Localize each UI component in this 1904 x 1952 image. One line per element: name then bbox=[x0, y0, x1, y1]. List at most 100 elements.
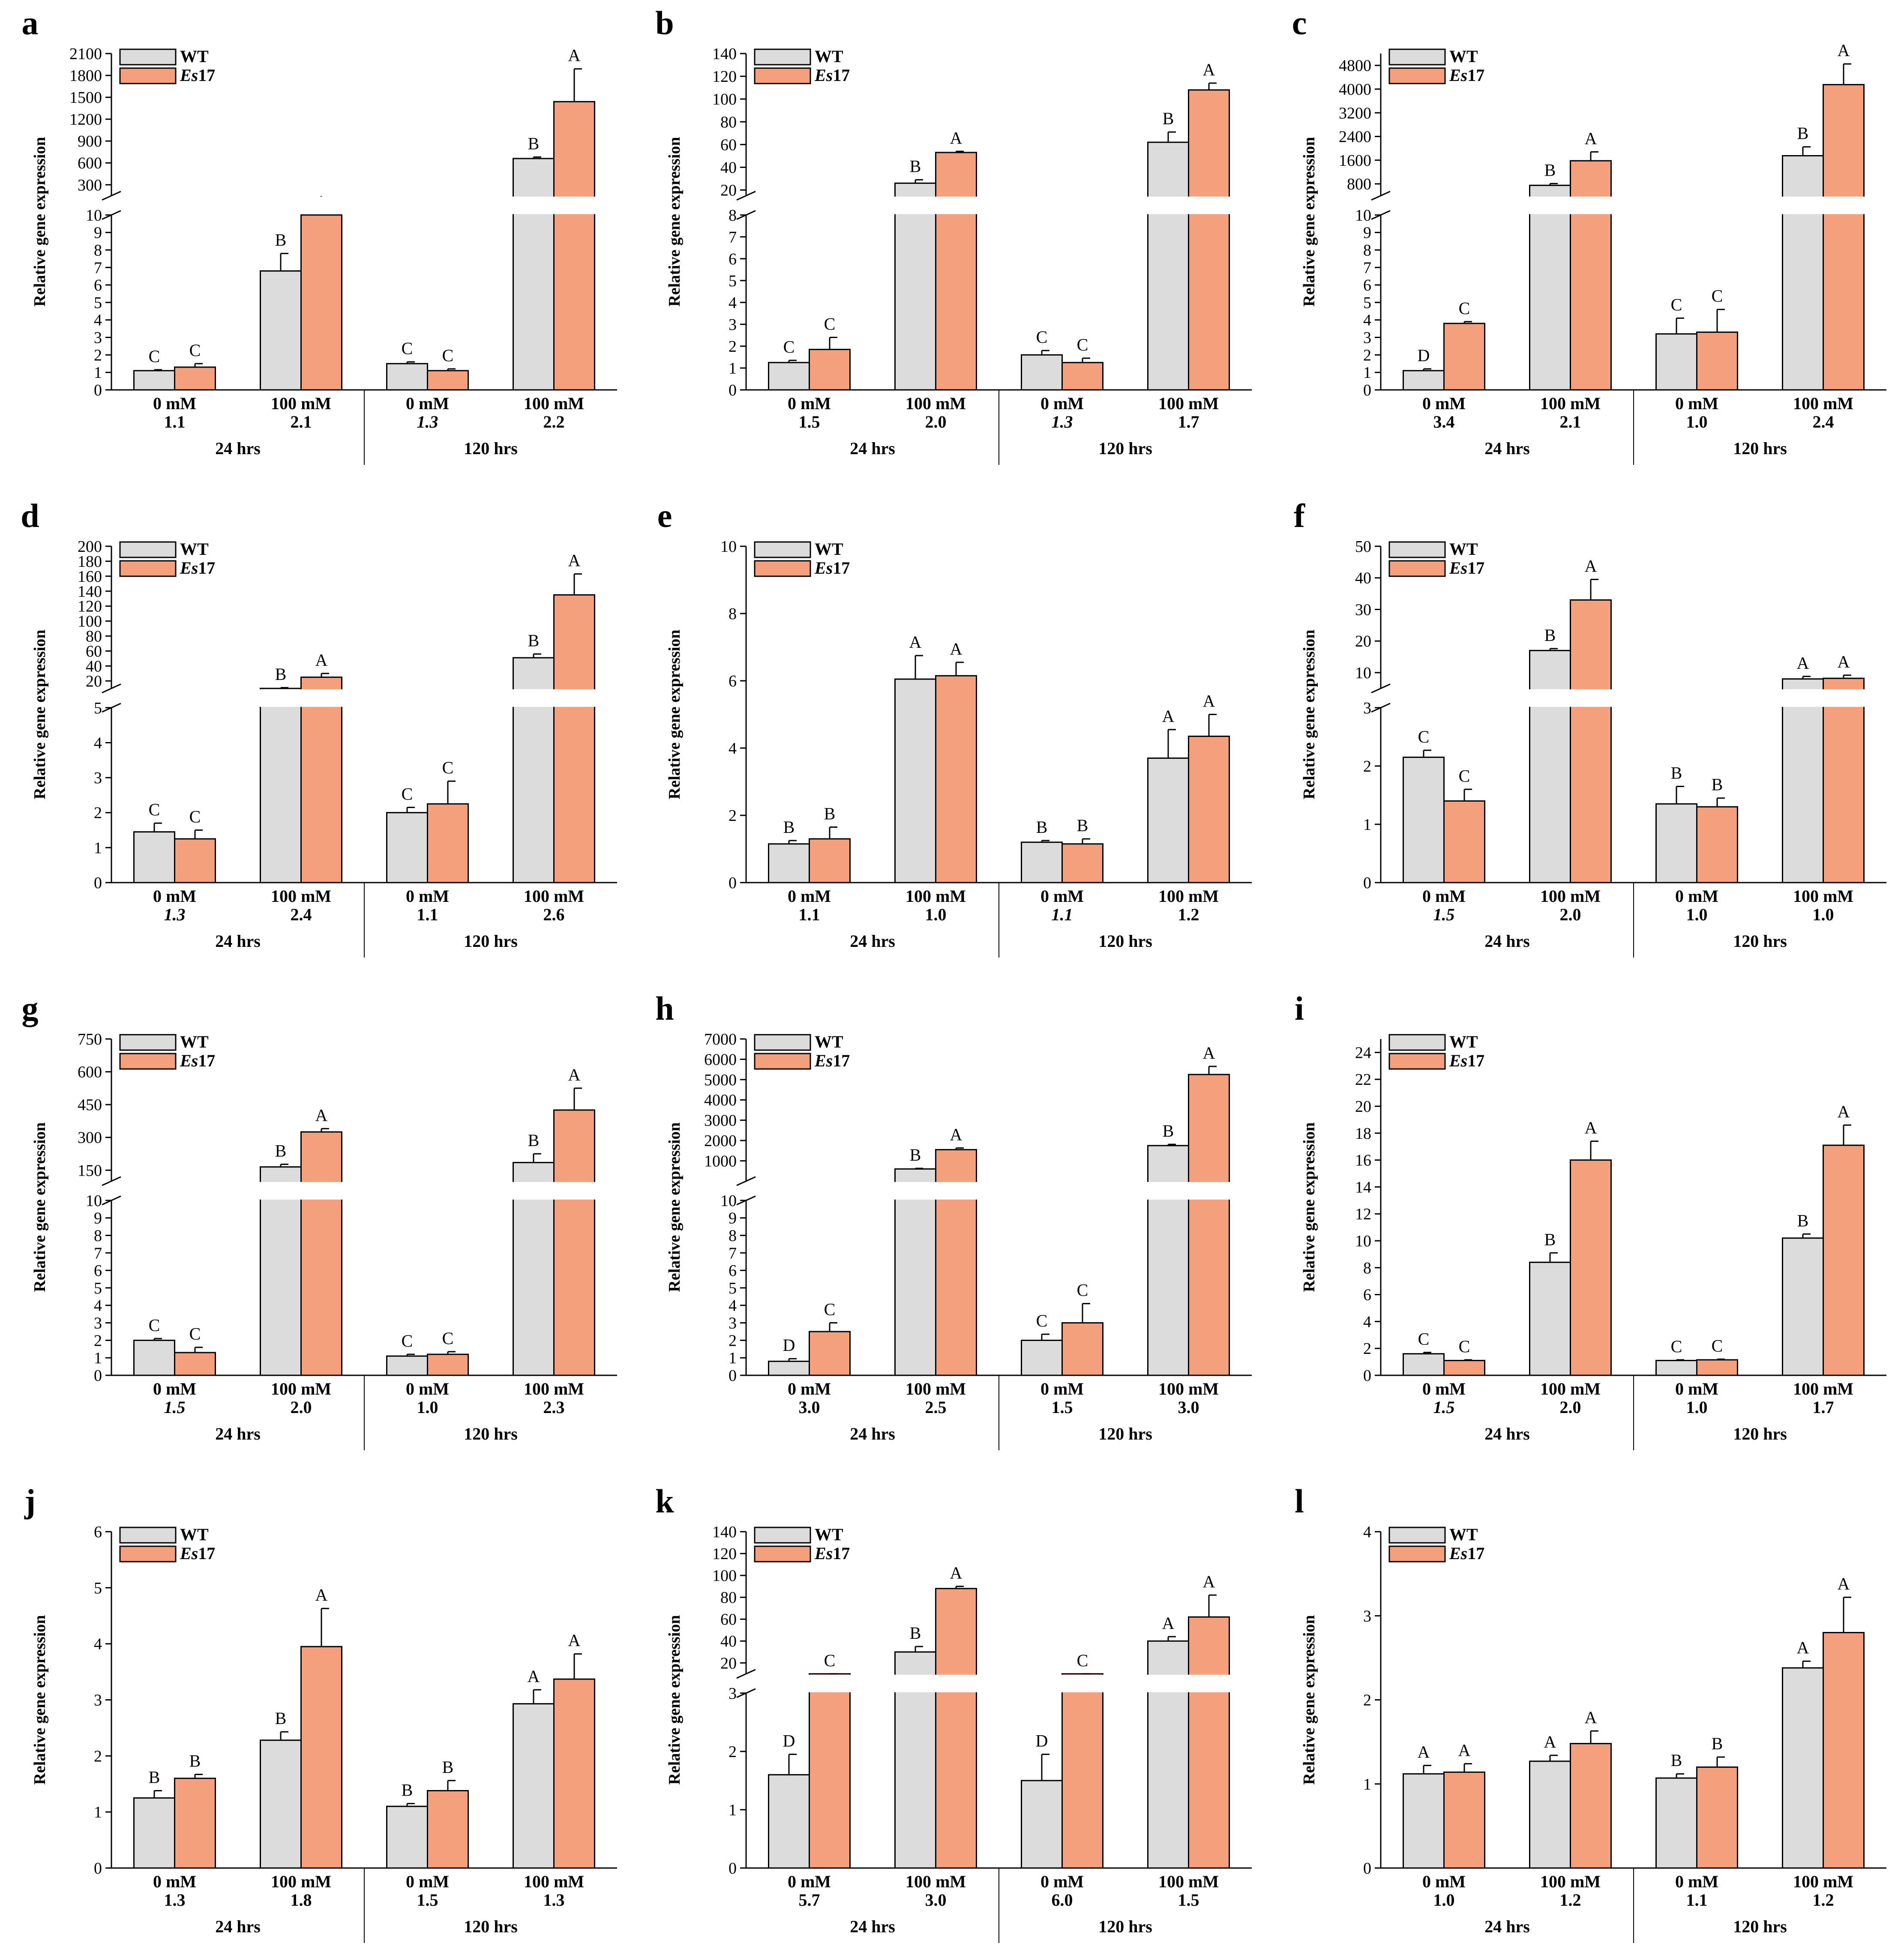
bar-wt-1 bbox=[768, 362, 810, 391]
legend-swatch-wt bbox=[1388, 541, 1446, 558]
panel-letter: a bbox=[22, 4, 39, 42]
bar-es17-3 bbox=[1696, 1766, 1738, 1869]
y-tick-label: 3 bbox=[94, 769, 102, 787]
significance-letter: B bbox=[1036, 817, 1048, 837]
significance-letter: A bbox=[1585, 556, 1597, 575]
condition-label: 0 mM bbox=[153, 1872, 196, 1891]
y-tick-label: 0 bbox=[1363, 381, 1371, 399]
legend-swatch-wt bbox=[754, 541, 811, 558]
y-tick-label: 150 bbox=[78, 1162, 102, 1180]
significance-letter: B bbox=[275, 231, 287, 250]
bar-es17-1 bbox=[174, 366, 216, 391]
y-tick-label: 2 bbox=[1363, 1692, 1371, 1709]
legend-label-es17-suffix: 17 bbox=[198, 66, 215, 85]
legend-label-es17: Es17 bbox=[180, 558, 215, 578]
y-axis-title: Relative gene expression bbox=[31, 1615, 49, 1784]
significance-letter: A bbox=[950, 1125, 962, 1144]
y-tick-label: 7 bbox=[729, 228, 737, 246]
y-tick-label: 0 bbox=[729, 1367, 737, 1385]
y-axis-title: Relative gene expression bbox=[1300, 137, 1318, 306]
significance-letter: C bbox=[1418, 1329, 1430, 1349]
y-axis-title: Relative gene expression bbox=[1300, 1122, 1318, 1292]
y-tick-label: 2 bbox=[1363, 1340, 1371, 1358]
legend-label-es17: Es17 bbox=[814, 1544, 850, 1563]
bar-es17-2 bbox=[1570, 1159, 1612, 1376]
y-tick-label: 800 bbox=[1347, 175, 1371, 193]
significance-letter: A bbox=[1838, 1574, 1850, 1593]
legend-label-es17-prefix: Es bbox=[1449, 66, 1467, 85]
legend-swatch-es17 bbox=[1388, 560, 1446, 577]
bar-wt-4 bbox=[1782, 678, 1824, 883]
significance-letter: A bbox=[568, 551, 581, 570]
y-tick-label: 9 bbox=[94, 224, 102, 242]
y-tick-label: 80 bbox=[720, 113, 737, 131]
legend-label-wt: WT bbox=[815, 1032, 843, 1051]
legend-label-wt: WT bbox=[1449, 47, 1478, 66]
significance-letter: A bbox=[528, 1667, 540, 1686]
y-tick-label: 6 bbox=[94, 1262, 102, 1280]
y-axis-title: Relative gene expression bbox=[31, 137, 49, 306]
group-label: 24 hrs bbox=[850, 1424, 895, 1443]
group-label: 24 hrs bbox=[850, 931, 895, 951]
bar-wt-4 bbox=[513, 158, 555, 391]
y-tick-label: 10 bbox=[86, 207, 102, 225]
y-tick-label: 160 bbox=[78, 568, 102, 586]
bar-wt-1 bbox=[768, 1360, 810, 1376]
significance-letter: B bbox=[442, 1757, 454, 1777]
bar-wt-4 bbox=[1147, 1145, 1189, 1376]
y-tick-label: 0 bbox=[94, 1367, 102, 1385]
y-tick-label: 2100 bbox=[69, 45, 102, 63]
significance-letter: B bbox=[275, 665, 287, 684]
y-tick-label: 300 bbox=[78, 176, 102, 194]
y-tick-label: 8 bbox=[94, 241, 102, 259]
panel-letter: f bbox=[1294, 497, 1305, 534]
axis-break-mark bbox=[102, 1176, 121, 1186]
y-tick-label: 9 bbox=[94, 1210, 102, 1227]
bar-es17-3 bbox=[1696, 1359, 1738, 1376]
group-label: 120 hrs bbox=[1733, 439, 1787, 458]
ratio-label: 5.7 bbox=[799, 1890, 820, 1910]
y-tick-label: 2400 bbox=[1339, 128, 1371, 146]
legend-label-es17-suffix: 17 bbox=[198, 558, 215, 578]
bar-wt-4 bbox=[1782, 155, 1824, 391]
y-tick-label: 1 bbox=[1363, 364, 1371, 382]
legend-label-es17: Es17 bbox=[1449, 66, 1484, 85]
significance-letter: A bbox=[1585, 1708, 1597, 1727]
y-tick-label: 4000 bbox=[704, 1091, 737, 1109]
group-label: 120 hrs bbox=[1733, 931, 1787, 951]
y-tick-label: 140 bbox=[78, 583, 102, 601]
group-label: 120 hrs bbox=[1733, 1917, 1787, 1936]
bar-wt-1 bbox=[1403, 1773, 1445, 1869]
y-tick-label: 12 bbox=[1355, 1205, 1371, 1223]
y-tick-label: 40 bbox=[86, 657, 102, 675]
axis-break-mark bbox=[1371, 683, 1391, 694]
ratio-label: 3.4 bbox=[1433, 412, 1455, 431]
significance-letter: C bbox=[402, 339, 413, 358]
bar-wt-4 bbox=[1147, 141, 1189, 391]
significance-letter: A bbox=[1585, 129, 1597, 148]
significance-letter: A bbox=[909, 632, 922, 652]
ratio-label: 6.0 bbox=[1052, 1890, 1073, 1910]
y-tick-label: 22 bbox=[1355, 1071, 1371, 1089]
legend-swatch-es17 bbox=[754, 1545, 811, 1563]
significance-letter: A bbox=[1203, 1043, 1215, 1063]
significance-letter: A bbox=[1585, 1118, 1597, 1138]
significance-letter: C bbox=[1077, 1651, 1088, 1670]
significance-letter: A bbox=[950, 639, 962, 659]
significance-letter: C bbox=[1459, 299, 1470, 318]
condition-label: 0 mM bbox=[406, 886, 449, 906]
bar-es17-1 bbox=[809, 349, 851, 391]
axis-break-gap bbox=[110, 689, 619, 707]
y-tick-label: 20 bbox=[720, 1654, 737, 1672]
y-tick-label: 9 bbox=[729, 1210, 737, 1227]
bar-wt-1 bbox=[1403, 370, 1445, 391]
y-tick-label: 24 bbox=[1355, 1044, 1371, 1062]
bar-es17-4 bbox=[1188, 1074, 1230, 1376]
legend-label-es17: Es17 bbox=[814, 66, 850, 85]
bar-es17-4 bbox=[1823, 677, 1865, 883]
y-tick-label: 3 bbox=[729, 1685, 737, 1703]
bar-wt-1 bbox=[133, 1797, 175, 1869]
bar-wt-4 bbox=[1147, 757, 1189, 883]
significance-letter: C bbox=[1459, 1337, 1470, 1356]
legend-swatch-es17 bbox=[119, 560, 177, 577]
